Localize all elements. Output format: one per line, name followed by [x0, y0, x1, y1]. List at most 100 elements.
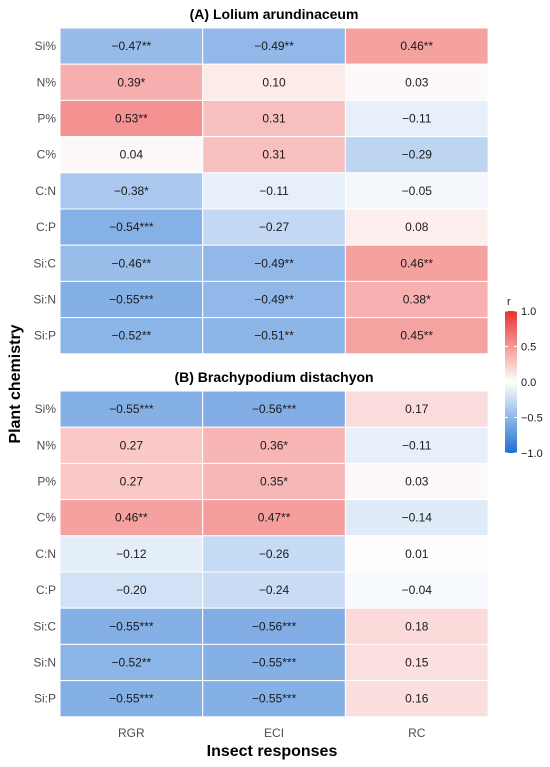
row-label: Si:C [33, 256, 56, 270]
cell-label: −0.56*** [252, 402, 297, 416]
cell-label: −0.49** [254, 256, 294, 270]
row-label: C:N [35, 184, 56, 198]
heatmap-cell [59, 136, 204, 174]
heatmap-cell [344, 607, 489, 645]
heatmap-cell [202, 680, 346, 718]
legend-tick-label: 0.5 [521, 342, 536, 354]
heatmap-cell [202, 607, 346, 645]
heatmap-cell [344, 317, 489, 355]
cell-label: −0.55*** [109, 619, 154, 633]
heatmap-cell [59, 426, 204, 464]
heatmap-cell [344, 462, 489, 501]
cell-label: 0.18 [405, 619, 429, 633]
heatmap-cell [59, 535, 204, 573]
heatmap-cell [59, 607, 204, 645]
heatmap-cell [344, 643, 489, 682]
heatmap-cell [202, 280, 346, 319]
heatmap-cell [202, 27, 346, 65]
row-label: Si:N [33, 656, 56, 670]
cell-label: −0.49** [254, 39, 294, 53]
cell-label: 0.45** [400, 329, 433, 343]
cell-label: 0.27 [120, 438, 144, 452]
row-label: P% [37, 475, 56, 489]
cell-label: −0.04 [402, 583, 433, 597]
heatmap-cell [344, 571, 489, 609]
cell-label: −0.55*** [109, 402, 154, 416]
row-label: C:P [36, 583, 56, 597]
cell-label: 0.39* [117, 75, 145, 89]
x-axis-title: Insect responses [207, 743, 338, 760]
legend-tick-label: −1.0 [521, 448, 543, 460]
column-label: RGR [118, 726, 145, 740]
heatmap-cell [344, 208, 489, 246]
cell-label: −0.47** [111, 39, 151, 53]
cell-label: 0.01 [405, 547, 429, 561]
row-label: Si% [35, 39, 57, 53]
heatmap-cell [59, 390, 204, 428]
cell-label: 0.04 [120, 148, 144, 162]
heatmap-cell [59, 244, 204, 282]
cell-label: 0.08 [405, 220, 429, 234]
cell-label: −0.27 [259, 220, 290, 234]
legend-tick-label: 0.0 [521, 377, 536, 389]
heatmap-cell [344, 244, 489, 282]
cell-label: 0.15 [405, 656, 429, 670]
cell-label: −0.52** [111, 656, 151, 670]
heatmap-cell [344, 27, 489, 65]
cell-label: 0.17 [405, 402, 429, 416]
heatmap-cell [344, 280, 489, 319]
cell-label: 0.27 [120, 475, 144, 489]
heatmap-cell [344, 426, 489, 464]
cell-label: −0.51** [254, 329, 294, 343]
cell-label: −0.56*** [252, 619, 297, 633]
cell-label: 0.46** [115, 511, 148, 525]
cell-label: −0.55*** [109, 293, 154, 307]
legend-tick-label: 1.0 [521, 306, 536, 318]
heatmap-cell [202, 172, 346, 210]
cell-label: −0.49** [254, 293, 294, 307]
cell-label: 0.16 [405, 692, 429, 706]
cell-label: −0.29 [402, 148, 433, 162]
row-label: Si:P [34, 692, 56, 706]
cell-label: 0.47** [258, 511, 291, 525]
legend-tick-label: −0.5 [521, 413, 543, 425]
cell-label: −0.11 [402, 438, 432, 452]
row-label: P% [37, 112, 56, 126]
heatmap-cell [344, 680, 489, 718]
heatmap-cell [202, 643, 346, 682]
cell-label: −0.20 [116, 583, 147, 597]
row-label: Si% [35, 402, 57, 416]
heatmap-cell [344, 499, 489, 537]
heatmap-cell [202, 390, 346, 428]
cell-label: −0.55*** [252, 692, 297, 706]
panel-a: (A) Lolium arundinaceum Si% −0.47** −0.49**… [33, 6, 489, 355]
cell-label: −0.12 [116, 547, 147, 561]
cell-label: −0.24 [259, 583, 290, 597]
y-axis-title: Plant chemistry [7, 324, 24, 443]
heatmap-cell [59, 499, 204, 537]
heatmap-cell [202, 99, 346, 138]
cell-label: 0.36* [260, 438, 288, 452]
heatmap-cell [59, 280, 204, 319]
row-label: Si:P [34, 329, 56, 343]
panel-title: (B) Brachypodium distachyon [174, 369, 373, 385]
cell-label: −0.14 [402, 511, 433, 525]
panels: (A) Lolium arundinaceum Si% −0.47** −0.49**… [33, 6, 489, 740]
row-label: N% [37, 438, 57, 452]
cell-label: −0.11 [402, 112, 432, 126]
cell-label: 0.31 [262, 148, 286, 162]
cell-label: 0.38* [403, 293, 431, 307]
cell-label: −0.38* [114, 184, 149, 198]
row-label: C:P [36, 220, 56, 234]
row-label: C% [37, 511, 57, 525]
panel-title: (A) Lolium arundinaceum [190, 6, 359, 22]
cell-label: 0.03 [405, 475, 429, 489]
cell-label: −0.55*** [252, 656, 297, 670]
color-legend: r 1.0 0.5 0.0 −0.5 −1.0 [505, 296, 543, 460]
heatmap-cell [59, 317, 204, 355]
heatmap-cell [344, 136, 489, 174]
heatmap-cell [59, 571, 204, 609]
heatmap-cell [202, 208, 346, 246]
row-label: N% [37, 75, 57, 89]
cell-label: −0.11 [259, 184, 289, 198]
